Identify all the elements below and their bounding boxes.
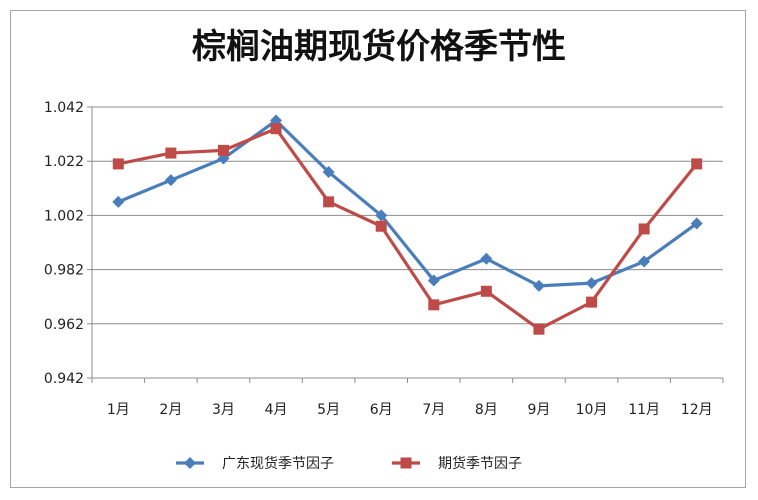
data-point xyxy=(691,158,703,170)
x-tick-label: 4月 xyxy=(265,402,288,418)
data-point xyxy=(480,252,493,265)
data-point xyxy=(586,296,598,308)
data-point xyxy=(532,279,545,292)
legend-item-0: 广东现货季节因子 xyxy=(176,455,334,472)
legend-swatch-marker xyxy=(400,457,412,469)
data-point xyxy=(217,144,229,156)
series-1 xyxy=(112,123,703,335)
x-tick-label: 9月 xyxy=(527,402,550,418)
x-tick-label: 6月 xyxy=(370,402,393,418)
x-tick-label: 5月 xyxy=(317,402,340,418)
data-point xyxy=(428,299,440,311)
grid-lines xyxy=(92,106,723,379)
data-point xyxy=(427,274,440,287)
series-line-1 xyxy=(117,127,698,331)
x-tick-label: 12月 xyxy=(681,402,713,418)
series-line-0 xyxy=(117,118,698,288)
x-tick-label: 3月 xyxy=(212,402,235,418)
legend-item-1: 期货季节因子 xyxy=(392,455,522,472)
data-point xyxy=(375,209,388,222)
y-tick-labels: 0.942 0.962 0.982 1.002 1.022 1.042 xyxy=(44,100,84,387)
data-point xyxy=(164,174,177,187)
data-point xyxy=(270,123,282,135)
x-tick-labels: 1月 2月 3月 4月 5月 6月 7月 8月 9月 10月 11月 12月 xyxy=(107,402,713,418)
data-point xyxy=(165,147,177,159)
series-layer xyxy=(112,114,703,335)
data-point xyxy=(690,217,703,230)
data-point xyxy=(322,166,335,179)
data-point xyxy=(375,220,387,232)
x-tick-label: 10月 xyxy=(576,402,608,418)
x-tick-label: 2月 xyxy=(159,402,182,418)
axes xyxy=(87,106,724,383)
y-tick-label: 0.982 xyxy=(44,263,84,279)
legend-label: 期货季节因子 xyxy=(438,455,522,472)
chart-title: 棕榈油期现货价格季节性 xyxy=(192,27,566,67)
data-point xyxy=(638,223,650,235)
y-tick-label: 0.962 xyxy=(44,317,84,333)
data-point xyxy=(112,195,125,208)
y-tick-label: 0.942 xyxy=(44,371,84,387)
data-point xyxy=(533,323,545,335)
legend-swatch-marker xyxy=(184,457,196,469)
y-tick-label: 1.022 xyxy=(44,154,84,170)
data-point xyxy=(480,285,492,297)
x-tick-label: 11月 xyxy=(628,402,660,418)
x-tick-label: 7月 xyxy=(422,402,445,418)
x-tick-label: 1月 xyxy=(107,402,130,418)
y-tick-label: 1.002 xyxy=(44,208,84,224)
data-point xyxy=(112,158,124,170)
chart-frame xyxy=(10,10,746,488)
y-tick-label: 1.042 xyxy=(44,100,84,116)
legend: 广东现货季节因子 期货季节因子 xyxy=(176,455,522,472)
data-point xyxy=(638,255,651,268)
x-tick-label: 8月 xyxy=(475,402,498,418)
legend-label: 广东现货季节因子 xyxy=(222,455,334,472)
data-point xyxy=(585,277,598,290)
data-point xyxy=(323,196,335,208)
